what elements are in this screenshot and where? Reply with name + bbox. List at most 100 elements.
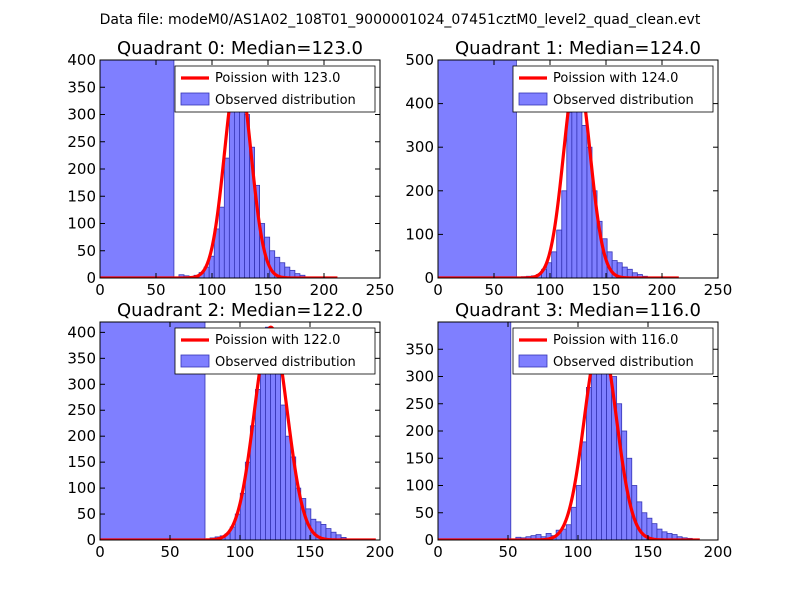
y-tick-label: 50 <box>77 505 96 523</box>
legend-observed-swatch <box>518 92 548 106</box>
legend: Poission with 124.0 Observed distribution <box>512 65 714 113</box>
x-tick-label: 0 <box>95 543 105 561</box>
y-tick-label: 0 <box>424 269 434 287</box>
y-tick-label: 150 <box>405 449 434 467</box>
x-tick-label: 200 <box>366 543 395 561</box>
histogram-bar <box>228 97 235 278</box>
y-tick-label: 200 <box>67 427 96 445</box>
histogram-bar <box>275 373 281 540</box>
histogram-bar <box>556 229 563 278</box>
x-tick-label: 250 <box>704 281 733 299</box>
y-tick-label: 200 <box>405 422 434 440</box>
y-tick-label: 50 <box>77 242 96 260</box>
plot-area <box>438 322 701 540</box>
y-tick-label: 100 <box>67 479 96 497</box>
x-tick-label: 100 <box>564 543 593 561</box>
y-tick-label: 250 <box>67 133 96 151</box>
histogram-bar <box>566 111 573 278</box>
y-tick-label: 100 <box>67 215 96 233</box>
axes-frame <box>437 59 719 279</box>
panel-title: Quadrant 3: Median=116.0 <box>455 300 701 321</box>
x-tick-label: 50 <box>484 281 503 299</box>
figure-suptitle: Data file: modeM0/AS1A02_108T01_90000010… <box>100 12 701 28</box>
histogram-bar <box>260 357 266 540</box>
histogram-bar <box>565 524 572 540</box>
histogram-bar <box>218 206 225 278</box>
quadrant-1-chart: 0 50 100 150 200 250 0 100 200 300 400 500 Quadrant … <box>405 38 732 299</box>
x-tick-label: 150 <box>592 281 621 299</box>
legend-observed-swatch <box>180 354 210 368</box>
legend-label-poisson: Poission with 122.0 <box>215 333 340 348</box>
x-tick-label: 50 <box>146 281 165 299</box>
x-tick-label: 50 <box>160 543 179 561</box>
histogram-bar <box>586 386 592 540</box>
y-tick-label: 300 <box>405 138 434 156</box>
legend-label-observed: Observed distribution <box>215 93 356 108</box>
x-tick-label: 150 <box>296 543 325 561</box>
x-tick-label: 0 <box>433 543 443 561</box>
x-tick-label: 0 <box>95 281 105 299</box>
y-tick-label: 0 <box>86 269 96 287</box>
x-tick-label: 150 <box>634 543 663 561</box>
y-tick-label: 400 <box>67 323 96 341</box>
legend-label-poisson: Poission with 124.0 <box>553 71 678 86</box>
y-tick-label: 0 <box>86 531 96 549</box>
histogram-bar <box>438 60 517 278</box>
histogram-bar <box>280 404 287 540</box>
x-tick-label: 100 <box>536 281 565 299</box>
y-tick-label: 300 <box>67 106 96 124</box>
histogram-bar <box>576 90 583 278</box>
x-tick-label: 200 <box>310 281 339 299</box>
x-tick-label: 200 <box>648 281 677 299</box>
y-tick-label: 400 <box>67 51 96 69</box>
histogram-bar <box>591 359 597 540</box>
panel-title: Quadrant 0: Median=123.0 <box>117 38 363 59</box>
histogram-bar <box>561 190 568 278</box>
x-tick-label: 250 <box>366 281 395 299</box>
histogram-bar <box>223 157 230 278</box>
x-tick-label: 100 <box>198 281 227 299</box>
y-tick-label: 200 <box>405 182 434 200</box>
legend: Poission with 123.0 Observed distribution <box>174 65 376 113</box>
legend: Poission with 116.0 Observed distribution <box>512 327 714 375</box>
y-tick-label: 350 <box>67 349 96 367</box>
y-tick-label: 400 <box>405 95 434 113</box>
quadrant-0-chart: 0 50 100 150 200 250 0 50 100 150 200 250 300 350 400 Q… <box>67 38 394 299</box>
y-tick-label: 300 <box>405 368 434 386</box>
histogram-bar <box>570 506 577 540</box>
y-tick-label: 500 <box>405 51 434 69</box>
poisson-curve <box>438 69 680 278</box>
x-tick-label: 200 <box>704 543 733 561</box>
histogram-bar <box>580 441 587 540</box>
legend-label-observed: Observed distribution <box>553 93 694 108</box>
legend-observed-swatch <box>518 354 548 368</box>
histogram-bar <box>575 485 582 540</box>
y-tick-label: 150 <box>67 453 96 471</box>
histogram-bar <box>438 322 512 540</box>
histogram-bar <box>601 348 607 540</box>
y-tick-label: 250 <box>67 401 96 419</box>
y-tick-label: 50 <box>415 504 434 522</box>
panel-title: Quadrant 1: Median=124.0 <box>455 38 701 59</box>
quadrant-3-chart: 0 50 100 150 200 0 50 100 150 200 250 300 350 Quadran… <box>405 300 732 561</box>
histogram-bar <box>551 251 558 278</box>
panel-title: Quadrant 2: Median=122.0 <box>117 300 363 321</box>
legend-label-poisson: Poission with 123.0 <box>215 71 340 86</box>
y-tick-label: 150 <box>67 187 96 205</box>
y-tick-label: 0 <box>424 531 434 549</box>
legend-label-observed: Observed distribution <box>553 355 694 370</box>
plot-area <box>100 60 339 278</box>
plot-area <box>438 60 680 278</box>
y-tick-label: 200 <box>67 160 96 178</box>
histogram-bar <box>581 125 588 278</box>
y-tick-label: 100 <box>405 225 434 243</box>
histogram-bar <box>239 86 245 278</box>
y-tick-label: 350 <box>405 340 434 358</box>
y-tick-label: 250 <box>405 395 434 413</box>
histogram-bar <box>100 60 175 278</box>
x-tick-label: 0 <box>433 281 443 299</box>
y-tick-label: 300 <box>67 375 96 393</box>
histogram-bar <box>254 389 261 540</box>
x-tick-label: 50 <box>498 543 517 561</box>
